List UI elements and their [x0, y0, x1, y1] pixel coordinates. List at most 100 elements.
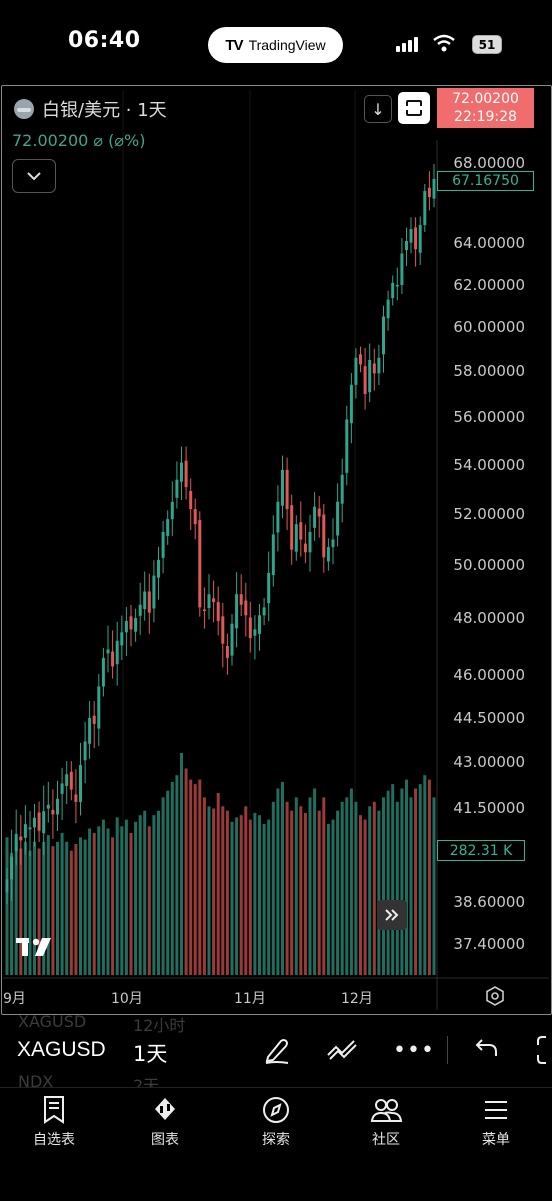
volume-bar: [216, 793, 220, 975]
scroll-to-latest-button[interactable]: [377, 900, 407, 930]
tradingview-pill[interactable]: TV TradingView: [208, 27, 343, 63]
battery-icon: 51: [472, 35, 502, 54]
candle: [28, 827, 32, 830]
price-axis-label: 37.40000: [453, 935, 525, 953]
pen-icon: [265, 1039, 289, 1064]
undo-icon: [475, 1039, 497, 1056]
download-arrow-button[interactable]: ↓: [364, 95, 392, 123]
volume-bar: [147, 826, 151, 975]
indicators-button[interactable]: [326, 1035, 358, 1069]
chart-title[interactable]: 白银/美元 · 1天: [14, 96, 167, 122]
drawing-tool-button[interactable]: [262, 1035, 292, 1071]
candle: [225, 645, 229, 658]
candle: [400, 253, 404, 285]
volume-bar: [285, 801, 289, 975]
volume-bar: [212, 808, 216, 975]
volume-bar: [253, 812, 257, 975]
candle: [46, 804, 50, 809]
volume-bar: [221, 806, 225, 975]
volume-bar: [46, 835, 50, 975]
candle: [303, 543, 307, 553]
candle: [51, 809, 55, 815]
volume-bar: [88, 828, 92, 975]
undo-button[interactable]: [474, 1035, 500, 1067]
candle: [88, 718, 92, 744]
nav-watchlist[interactable]: 自选表: [14, 1095, 94, 1149]
current-price-countdown: 22:19:28: [454, 109, 517, 125]
candle: [166, 519, 170, 536]
volume-bar: [193, 784, 197, 975]
symbol-selector[interactable]: XAGUSD: [17, 1038, 106, 1061]
current-price-value: 72.00200: [452, 91, 519, 107]
volume-bar: [363, 819, 367, 975]
candle: [74, 794, 78, 802]
tradingview-logo-icon: TV: [225, 36, 243, 54]
candle: [409, 229, 413, 243]
date-axis-label: 9月: [3, 991, 26, 1007]
chevron-down-icon: [27, 172, 41, 181]
candle: [372, 363, 376, 374]
candle: [354, 357, 358, 385]
volume-bar: [354, 801, 358, 975]
volume-bar: [400, 788, 404, 975]
volume-bar: [92, 832, 96, 975]
candle: [60, 783, 64, 794]
interval-selector[interactable]: 1天: [133, 1042, 168, 1066]
nav-explore[interactable]: 探索: [236, 1095, 316, 1149]
candle: [212, 598, 216, 603]
candle: [336, 501, 340, 536]
volume-bar: [281, 781, 284, 975]
volume-bar: [248, 819, 252, 975]
volume-bar: [74, 844, 78, 975]
volume-bar: [409, 797, 413, 975]
price-axis-label: 58.00000: [453, 362, 525, 380]
volume-bar: [23, 841, 27, 975]
candle: [427, 187, 431, 197]
collapse-legend-button[interactable]: [12, 159, 56, 193]
candle: [313, 506, 317, 528]
fullscreen-icon: [406, 100, 422, 116]
volume-bar: [414, 788, 418, 975]
nav-menu[interactable]: 菜单: [456, 1095, 536, 1149]
cellular-signal-icon: [396, 37, 418, 52]
candle: [106, 649, 110, 654]
volume-bar: [336, 810, 340, 975]
volume-bar: [423, 775, 427, 975]
chart-price-change: 72.00200 ⌀ (⌀%): [12, 131, 146, 150]
price-axis-label: 64.00000: [453, 234, 525, 252]
volume-bar: [184, 768, 188, 975]
candle: [134, 618, 138, 632]
nav-chart[interactable]: 图表: [125, 1095, 205, 1149]
volume-bar: [161, 797, 165, 975]
candle: [423, 191, 427, 225]
volume-bar: [56, 841, 59, 975]
candle: [221, 616, 225, 644]
candle: [299, 522, 303, 540]
volume-bar: [14, 839, 18, 975]
volume-bar: [262, 824, 266, 975]
volume-bar: [5, 837, 9, 975]
faded-symbol-above: XAGUSD: [18, 1012, 87, 1031]
volume-label: 282.31 K: [437, 840, 525, 861]
nav-community[interactable]: 社区: [346, 1095, 426, 1149]
volume-bar: [198, 779, 202, 975]
candle: [23, 824, 27, 838]
hamburger-menu-icon: [456, 1095, 536, 1129]
volume-bar: [313, 788, 317, 975]
volume-bar: [345, 797, 349, 975]
layout-button[interactable]: [536, 1035, 552, 1071]
candle: [382, 316, 385, 355]
more-button[interactable]: •••: [393, 1038, 435, 1063]
candle: [414, 227, 418, 250]
chart-candles-icon: [125, 1095, 205, 1129]
chart-settings-button[interactable]: [484, 985, 506, 1012]
volume-bar: [10, 852, 14, 975]
volume-bar: [69, 850, 73, 975]
price-axis-label: 48.00000: [453, 609, 525, 627]
fullscreen-button[interactable]: [398, 92, 430, 124]
volume-bar: [33, 841, 36, 975]
candle: [331, 539, 335, 548]
volume-bar: [294, 797, 298, 975]
candle: [253, 629, 257, 636]
